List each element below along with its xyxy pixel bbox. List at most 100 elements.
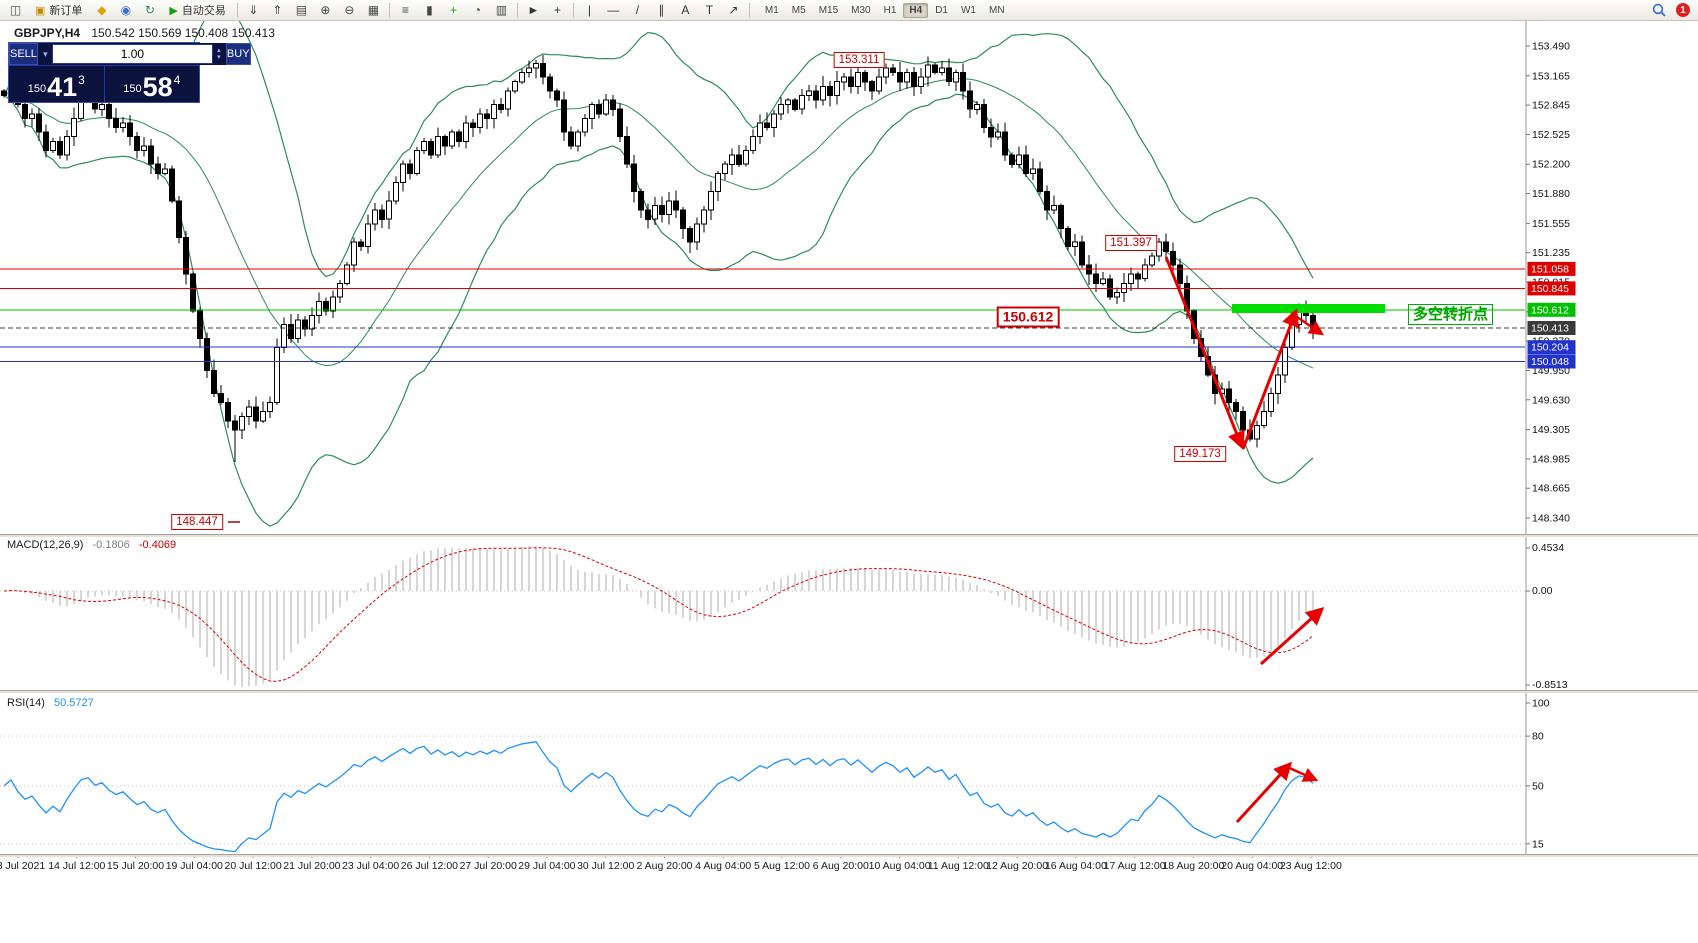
buy-price[interactable]: 150 58 4 [103,66,200,102]
svg-text:11 Aug 12:00: 11 Aug 12:00 [928,860,989,872]
timeframe-d1[interactable]: D1 [935,4,948,16]
svg-text:15 Jul 20:00: 15 Jul 20:00 [107,860,164,872]
bar-chart-icon[interactable]: ≡ [401,3,409,17]
svg-text:26 Jul 12:00: 26 Jul 12:00 [401,860,458,872]
timeframe-m5[interactable]: M5 [791,4,806,16]
sell-price[interactable]: 150 41 3 [27,71,85,102]
svg-text:0.4534: 0.4534 [1532,542,1564,554]
timeframe-m30[interactable]: M30 [851,4,871,16]
svg-text:80: 80 [1532,731,1544,743]
svg-text:15: 15 [1532,838,1544,850]
svg-text:20 Aug 04:00: 20 Aug 04:00 [1221,860,1283,872]
svg-text:29 Jul 04:00: 29 Jul 04:00 [518,860,575,872]
toolbar-separator [236,3,238,17]
notification-badge[interactable]: 1 [1676,3,1690,17]
cursor-icon[interactable]: ► [527,3,540,17]
rsi-pullback-arrow[interactable] [1284,764,1319,782]
toolbar-icons: ◫ ▣ 新订单 ◆ ◉ ↻ ▶ 自动交易 ⇓ ⇑ ▤ ⊕ ⊖ ▦ ≡ ▮ + ◔ ▥ ► + | — / ∥ A T ↗ [4,1,753,20]
svg-text:151.555: 151.555 [1532,218,1570,230]
svg-text:148.340: 148.340 [1532,513,1570,525]
svg-text:16 Aug 04:00: 16 Aug 04:00 [1045,860,1107,872]
lot-input[interactable] [51,44,213,64]
ohlc-values: 150.542 150.569 150.408 150.413 [91,26,275,40]
accounts-icon[interactable]: ◉ [120,3,132,17]
tile-windows-icon[interactable]: ▦ [367,3,380,17]
hotkey-icon[interactable]: ◆ [97,3,107,17]
refresh-icon[interactable]: ↻ [144,3,155,17]
macd-header: MACD(12,26,9) -0.1806 -0.4069 [7,539,177,551]
price-callout[interactable]: 149.173 [1174,446,1226,462]
trendline-icon[interactable]: / [635,3,640,17]
svg-text:150.048: 150.048 [1531,356,1569,368]
price-callout[interactable]: 150.612 [996,306,1060,328]
rsi-panel: 100 80 50 15 [0,698,1550,853]
sell-button[interactable]: SELL [9,43,38,65]
svg-text:150.845: 150.845 [1531,283,1569,295]
decline-arrow[interactable] [1164,256,1245,450]
search-icon[interactable] [1647,1,1670,20]
lot-spinner[interactable]: ▴ ▾ [217,47,221,61]
svg-text:12 Aug 20:00: 12 Aug 20:00 [986,860,1048,872]
macd-panel: 0.4534 0.00 -0.8513 [0,542,1568,691]
timeframe-mn[interactable]: MN [988,4,1005,16]
svg-text:20 Jul 12:00: 20 Jul 12:00 [224,860,281,872]
svg-text:14 Jul 12:00: 14 Jul 12:00 [48,860,105,872]
annotation-arrows [228,256,1325,824]
svg-text:151.235: 151.235 [1532,247,1570,259]
timeframe-h1[interactable]: H1 [883,4,897,16]
templates-icon[interactable]: ▥ [495,3,508,17]
svg-text:149.305: 149.305 [1532,424,1570,436]
svg-text:152.200: 152.200 [1532,159,1570,171]
lot-dropdown-icon[interactable]: ▾ [43,48,48,59]
svg-text:148.985: 148.985 [1532,453,1570,465]
new-order-button-icon: ▣ [35,4,46,17]
price-callout[interactable]: 148.447 [171,514,223,530]
pullback-arrow[interactable] [1290,311,1325,336]
new-order-button[interactable]: ▣ 新订单 [28,1,89,20]
annotation-cn-note[interactable]: 多空转折点 [1408,304,1494,325]
rsi-arrow[interactable] [1235,761,1293,824]
arrows-tool-icon[interactable]: ↗ [728,3,739,17]
data-window-icon[interactable]: ⇓ [248,3,259,17]
channel-icon[interactable]: ∥ [658,3,665,17]
indicators-icon[interactable]: + [449,3,457,17]
bollinger-bands [3,5,1314,527]
autotrade-button-icon: ▶ [169,4,178,17]
symbol-label: GBPJPY,H4 [14,26,81,40]
price-callout[interactable]: 153.311 [833,52,885,68]
new-order-button-label: 新订单 [49,5,83,17]
macd-arrow[interactable] [1259,606,1325,666]
timeframe-m1[interactable]: M1 [764,4,779,16]
market-watch-icon[interactable]: ⇑ [272,3,283,17]
vline-icon[interactable]: | [587,3,591,17]
svg-text:149.630: 149.630 [1532,394,1570,406]
candles [1,55,1316,463]
autotrade-button[interactable]: ▶ 自动交易 [162,1,232,20]
autotrade-button-label: 自动交易 [181,5,226,17]
timeframe-w1[interactable]: W1 [960,4,976,16]
chart-window-icon[interactable]: ◫ [9,3,22,17]
rally-arrow[interactable] [1241,308,1300,450]
periods-icon[interactable]: ◔ [473,3,481,17]
objects-list-icon[interactable]: ▤ [295,3,308,17]
buy-button[interactable]: BUY [225,43,251,65]
svg-text:152.525: 152.525 [1532,129,1570,141]
hline-icon[interactable]: — [607,3,620,17]
label-icon[interactable]: T [705,3,714,17]
crosshair-icon[interactable]: + [553,3,561,17]
toolbar-separator [388,3,390,17]
svg-text:13 Jul 2021: 13 Jul 2021 [0,860,45,872]
timeframe-h4[interactable]: H4 [903,2,929,18]
zoom-out-icon[interactable]: ⊖ [344,3,355,17]
svg-text:152.845: 152.845 [1532,100,1570,112]
text-icon[interactable]: A [681,3,690,17]
timeframe-m15[interactable]: M15 [818,4,839,16]
zoom-in-icon[interactable]: ⊕ [320,3,331,17]
candle-chart-icon[interactable]: ▮ [426,3,433,17]
svg-text:151.058: 151.058 [1531,263,1569,275]
price-callout[interactable]: 151.397 [1105,235,1157,251]
svg-text:21 Jul 20:00: 21 Jul 20:00 [283,860,340,872]
toolbar-separator [516,3,518,17]
svg-text:153.165: 153.165 [1532,70,1570,82]
